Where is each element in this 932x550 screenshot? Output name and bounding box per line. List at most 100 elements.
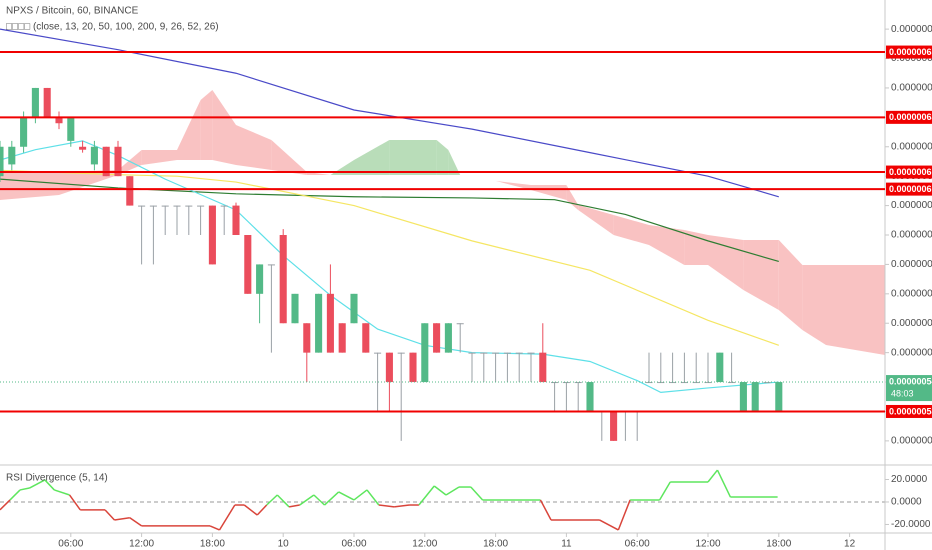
level-label: 0.00000065	[889, 47, 932, 57]
candle-body	[43, 87, 51, 118]
candle-body	[551, 382, 559, 384]
rsi-segment	[288, 504, 300, 508]
cloud-segment	[778, 240, 803, 330]
candle-body	[326, 293, 334, 353]
y-tick-label: 0.00000057	[891, 288, 932, 299]
level-label-box	[886, 182, 932, 196]
candle-body	[0, 146, 4, 177]
candle-body	[126, 176, 134, 206]
candle-body	[315, 293, 323, 353]
cloud-segment	[306, 172, 331, 175]
rsi-segment	[323, 491, 340, 506]
candle-body	[610, 411, 618, 441]
candle-body	[303, 323, 311, 353]
candle-body	[197, 205, 205, 207]
candle-body	[515, 352, 523, 354]
x-tick-label: 12:00	[412, 539, 437, 550]
cloud-segment	[802, 265, 826, 345]
cloud-segment	[177, 100, 201, 160]
candle-body	[574, 382, 582, 384]
cloud-segment	[613, 215, 649, 245]
y-tick-label: 0.00000052	[891, 436, 932, 447]
cloud-segment	[436, 140, 449, 175]
candle-body	[161, 205, 169, 207]
y-tick-label: 0.00000066	[891, 24, 932, 35]
y-tick-label: 0.00000062	[891, 141, 932, 152]
candle-body	[775, 382, 783, 412]
rsi-segment	[104, 509, 116, 521]
y-tick-label: 0.00000060	[891, 200, 932, 211]
y-tick-label: 0.00000056	[891, 318, 932, 329]
level-label-box	[886, 165, 932, 179]
cloud-segment	[0, 172, 59, 200]
rsi-segment	[9, 489, 21, 501]
candle-body	[421, 323, 429, 383]
candle-body	[8, 146, 16, 165]
rsi-segment	[658, 481, 671, 501]
x-tick-label: 18:00	[200, 539, 225, 550]
rsi-segment	[54, 489, 70, 496]
label-layer: 0.00000065 0.00000063 0.00000061 0.00000061…	[0, 45, 932, 418]
candle-body	[433, 323, 441, 353]
rsi-segment	[378, 504, 395, 508]
candle-body	[374, 352, 382, 354]
rsi-segment	[266, 494, 278, 506]
candle-body	[185, 205, 193, 207]
rsi-segment	[218, 504, 236, 531]
candle-body	[102, 146, 110, 177]
candle-body	[338, 323, 346, 353]
candle-body	[562, 382, 570, 384]
candle-body	[173, 205, 181, 207]
cloud-segment	[354, 140, 390, 175]
candle-body	[456, 323, 464, 325]
rsi-segment	[433, 485, 447, 496]
cloud-segment	[578, 205, 614, 235]
candle-body	[244, 235, 252, 294]
candle-body	[31, 87, 39, 118]
cloud-segment	[212, 90, 236, 165]
x-tick-label: 06:00	[625, 539, 650, 550]
y-tick-label: 0.00000064	[891, 83, 932, 94]
level-label: 0.00000061	[889, 184, 932, 194]
candle-body	[279, 235, 287, 324]
rsi-segment	[445, 486, 460, 496]
x-tick-label: 18:00	[766, 539, 791, 550]
candle-body	[232, 205, 240, 235]
cloud-segment	[236, 125, 272, 170]
rsi-segment	[418, 485, 435, 506]
rsi-segment	[353, 489, 368, 501]
y-tick-label: 0.00000058	[891, 259, 932, 270]
candle-body	[586, 382, 594, 412]
last-price-label: 0.00000054	[889, 376, 932, 386]
candle-body	[350, 293, 358, 324]
candle-body	[138, 205, 146, 207]
candle-body	[539, 352, 547, 383]
y-tick-label: -20.0000	[891, 519, 931, 530]
y-tick-label: 20.0000	[891, 474, 928, 485]
rsi-segment	[299, 494, 315, 506]
cloud-segment	[826, 265, 885, 355]
cloud-segment	[389, 140, 437, 175]
candle-body	[492, 352, 500, 354]
candle-body	[480, 352, 488, 354]
cloud-segment	[448, 150, 461, 175]
candle-body	[55, 117, 63, 124]
symbol-title: NPXS / Bitcoin, 60, BINANCE	[6, 6, 139, 17]
candle-body	[291, 293, 299, 324]
candle-body	[468, 352, 476, 354]
candle-body	[208, 205, 216, 265]
candle-body	[267, 264, 275, 266]
candle-body	[503, 352, 511, 354]
x-tick-label: 12:00	[695, 539, 720, 550]
rsi-segment	[599, 519, 619, 531]
level-label-box	[886, 110, 932, 124]
rsi-segment	[394, 504, 410, 508]
x-tick-label: 18:00	[483, 539, 508, 550]
candle-body	[716, 352, 724, 383]
candle-body	[444, 323, 452, 353]
indicator-title: □□□□ (close, 13, 20, 50, 100, 200, 9, 26…	[6, 22, 219, 33]
candle-body	[751, 382, 759, 412]
rsi-segment	[617, 499, 631, 531]
level-label-box	[886, 404, 932, 418]
countdown-label: 48:03	[891, 388, 914, 398]
